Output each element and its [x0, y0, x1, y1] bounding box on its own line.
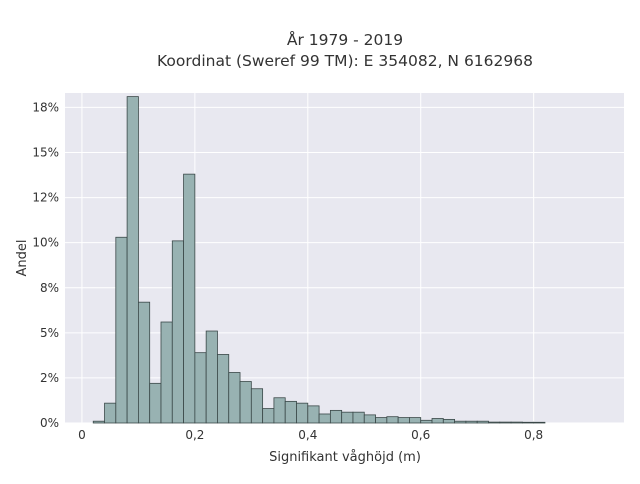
- histogram-bar: [420, 419, 433, 424]
- histogram-bar: [386, 416, 399, 424]
- histogram-bar: [149, 382, 162, 424]
- histogram-bar: [160, 321, 173, 424]
- histogram-bar: [476, 420, 489, 424]
- histogram-bar: [239, 381, 252, 424]
- histogram-bar: [273, 397, 286, 424]
- histogram-bar: [431, 418, 444, 424]
- histogram-bar: [341, 411, 354, 424]
- chart-title-line-2: Koordinat (Sweref 99 TM): E 354082, N 61…: [157, 52, 533, 70]
- y-tick-label: 0%: [40, 416, 59, 430]
- histogram-bar: [397, 417, 410, 424]
- y-tick-label: 5%: [40, 326, 59, 340]
- histogram-bar: [488, 421, 501, 424]
- y-tick-label: 12%: [32, 191, 59, 205]
- plot-area: [65, 93, 624, 423]
- x-tick-label: 0: [78, 428, 86, 442]
- chart-title-line-1: År 1979 - 2019: [287, 30, 403, 49]
- histogram-bar: [363, 414, 376, 424]
- histogram-bar: [454, 420, 467, 424]
- y-tick-label: 8%: [40, 281, 59, 295]
- histogram-bar: [284, 400, 297, 424]
- histogram-bar: [183, 173, 196, 424]
- y-tick-label: 2%: [40, 371, 59, 385]
- histogram-bar: [115, 236, 128, 424]
- histogram-bar: [228, 372, 241, 424]
- y-tick-label: 10%: [32, 236, 59, 250]
- histogram-bar: [126, 96, 139, 424]
- histogram-bar: [92, 420, 105, 424]
- grid-lines: [65, 93, 624, 424]
- histogram-bar: [205, 330, 218, 424]
- x-axis-label: Signifikant våghöjd (m): [269, 450, 421, 465]
- histogram-bar: [217, 354, 230, 424]
- histogram-bar: [318, 413, 331, 424]
- y-tick-label: 18%: [32, 100, 59, 114]
- histogram-bar: [250, 388, 264, 424]
- histogram-bar: [307, 405, 320, 424]
- histogram-bar: [352, 411, 365, 424]
- histogram-bar: [442, 418, 456, 424]
- histogram-bar: [296, 402, 309, 424]
- histogram-bar: [138, 301, 151, 424]
- x-tick-label: 0,4: [298, 428, 317, 442]
- x-tick-label: 0,6: [411, 428, 430, 442]
- histogram-bar: [262, 408, 275, 424]
- histogram-bar: [171, 240, 184, 424]
- y-axis-label: Andel: [15, 240, 30, 277]
- histogram-bar: [104, 402, 117, 424]
- histogram-bar: [465, 420, 478, 424]
- tick-labels: 0 0,2 0,4 0,6 0,8 0% 2% 5% 8% 10% 12% 15% 18%: [32, 100, 543, 442]
- x-tick-label: 0,2: [185, 428, 204, 442]
- y-tick-label: 15%: [32, 146, 59, 160]
- x-tick-label: 0,8: [524, 428, 543, 442]
- bars: [92, 96, 546, 424]
- histogram-bar: [329, 409, 343, 424]
- histogram-bar: [521, 421, 535, 424]
- histogram-bar: [510, 421, 523, 424]
- histogram-bar: [499, 421, 512, 424]
- histogram-bar: [409, 417, 422, 424]
- histogram-bar: [533, 421, 546, 424]
- histogram-bar: [194, 352, 207, 424]
- histogram-bar: [375, 417, 388, 424]
